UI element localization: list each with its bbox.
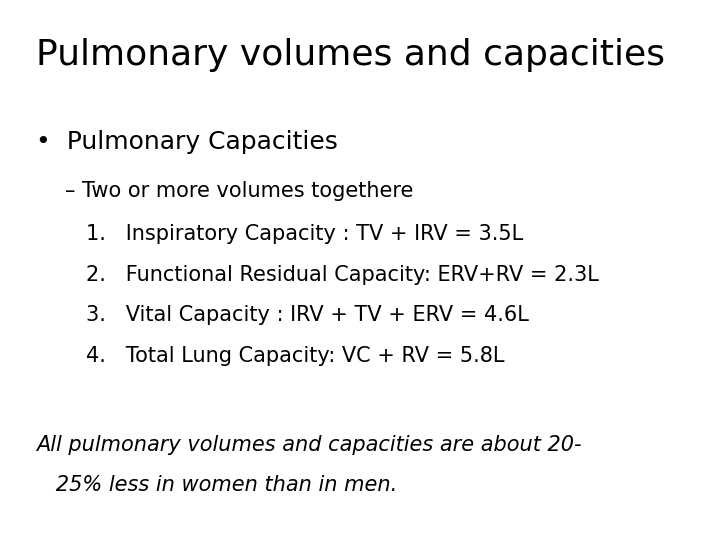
Text: 25% less in women than in men.: 25% less in women than in men. — [36, 475, 397, 495]
Text: 4.   Total Lung Capacity: VC + RV = 5.8L: 4. Total Lung Capacity: VC + RV = 5.8L — [86, 346, 505, 366]
Text: – Two or more volumes togethere: – Two or more volumes togethere — [65, 181, 413, 201]
Text: Pulmonary volumes and capacities: Pulmonary volumes and capacities — [36, 38, 665, 72]
Text: •  Pulmonary Capacities: • Pulmonary Capacities — [36, 130, 338, 153]
Text: All pulmonary volumes and capacities are about 20-: All pulmonary volumes and capacities are… — [36, 435, 582, 455]
Text: 3.   Vital Capacity : IRV + TV + ERV = 4.6L: 3. Vital Capacity : IRV + TV + ERV = 4.6… — [86, 305, 529, 325]
Text: 1.   Inspiratory Capacity : TV + IRV = 3.5L: 1. Inspiratory Capacity : TV + IRV = 3.5… — [86, 224, 523, 244]
Text: 2.   Functional Residual Capacity: ERV+RV = 2.3L: 2. Functional Residual Capacity: ERV+RV … — [86, 265, 599, 285]
